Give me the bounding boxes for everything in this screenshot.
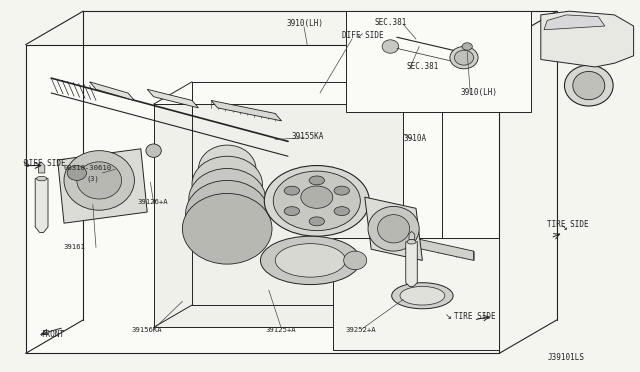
Polygon shape <box>35 179 48 232</box>
Text: 3910A: 3910A <box>403 134 426 143</box>
Ellipse shape <box>378 215 410 243</box>
Text: SEC.381: SEC.381 <box>406 62 439 71</box>
Ellipse shape <box>454 50 474 65</box>
Text: 39156KA: 39156KA <box>131 327 162 333</box>
Ellipse shape <box>450 46 478 69</box>
Ellipse shape <box>275 244 346 277</box>
Ellipse shape <box>564 65 613 106</box>
Polygon shape <box>397 234 474 260</box>
Text: ↘: ↘ <box>22 159 29 169</box>
Circle shape <box>309 217 324 226</box>
Ellipse shape <box>192 156 262 212</box>
Polygon shape <box>90 82 134 100</box>
Text: TIRE SIDE: TIRE SIDE <box>454 312 496 321</box>
Ellipse shape <box>400 286 445 305</box>
Circle shape <box>284 207 300 216</box>
Ellipse shape <box>573 71 605 100</box>
Text: J39101LS: J39101LS <box>547 353 584 362</box>
Circle shape <box>334 186 349 195</box>
Text: TIRE SIDE: TIRE SIDE <box>547 220 589 229</box>
Polygon shape <box>346 11 531 112</box>
Ellipse shape <box>368 206 419 251</box>
Polygon shape <box>544 15 605 30</box>
Polygon shape <box>541 11 634 67</box>
Text: 39155KA: 39155KA <box>291 132 324 141</box>
Text: ←: ← <box>40 330 47 339</box>
Polygon shape <box>211 100 282 121</box>
Polygon shape <box>333 238 499 350</box>
Text: ↘: ↘ <box>561 224 568 232</box>
Circle shape <box>334 207 349 216</box>
Text: DIFF SIDE: DIFF SIDE <box>342 31 384 40</box>
Ellipse shape <box>77 162 122 199</box>
Ellipse shape <box>264 166 369 236</box>
Polygon shape <box>365 197 422 260</box>
Ellipse shape <box>64 151 134 210</box>
Ellipse shape <box>36 176 47 181</box>
Polygon shape <box>409 231 415 240</box>
Polygon shape <box>147 89 198 108</box>
Text: ↘: ↘ <box>445 312 452 321</box>
Text: FRONT: FRONT <box>42 330 65 339</box>
Text: ↙: ↙ <box>357 31 364 40</box>
Text: 39161: 39161 <box>64 244 86 250</box>
Text: SEC.381: SEC.381 <box>374 18 407 27</box>
Polygon shape <box>26 45 499 353</box>
Ellipse shape <box>344 251 367 270</box>
Ellipse shape <box>301 186 333 208</box>
Ellipse shape <box>407 240 416 244</box>
Text: 3910(LH): 3910(LH) <box>287 19 324 28</box>
Ellipse shape <box>273 171 360 231</box>
Text: DIFF SIDE: DIFF SIDE <box>24 159 66 168</box>
Ellipse shape <box>186 180 269 247</box>
Ellipse shape <box>198 145 256 193</box>
Ellipse shape <box>462 43 472 50</box>
Text: 39126+A: 39126+A <box>138 199 168 205</box>
Polygon shape <box>38 162 45 173</box>
Text: 08310-30610: 08310-30610 <box>64 165 112 171</box>
Ellipse shape <box>189 169 266 230</box>
Polygon shape <box>406 242 417 286</box>
Text: (3): (3) <box>86 175 99 182</box>
Polygon shape <box>58 149 147 223</box>
Ellipse shape <box>260 236 360 285</box>
Text: 39125+A: 39125+A <box>266 327 296 333</box>
Polygon shape <box>154 104 403 327</box>
Ellipse shape <box>382 40 399 53</box>
Ellipse shape <box>392 283 453 309</box>
Ellipse shape <box>67 166 86 180</box>
Ellipse shape <box>146 144 161 157</box>
Text: 39252+A: 39252+A <box>346 327 376 333</box>
Text: 3910(LH): 3910(LH) <box>461 88 498 97</box>
Ellipse shape <box>182 193 272 264</box>
Circle shape <box>284 186 300 195</box>
Circle shape <box>309 176 324 185</box>
